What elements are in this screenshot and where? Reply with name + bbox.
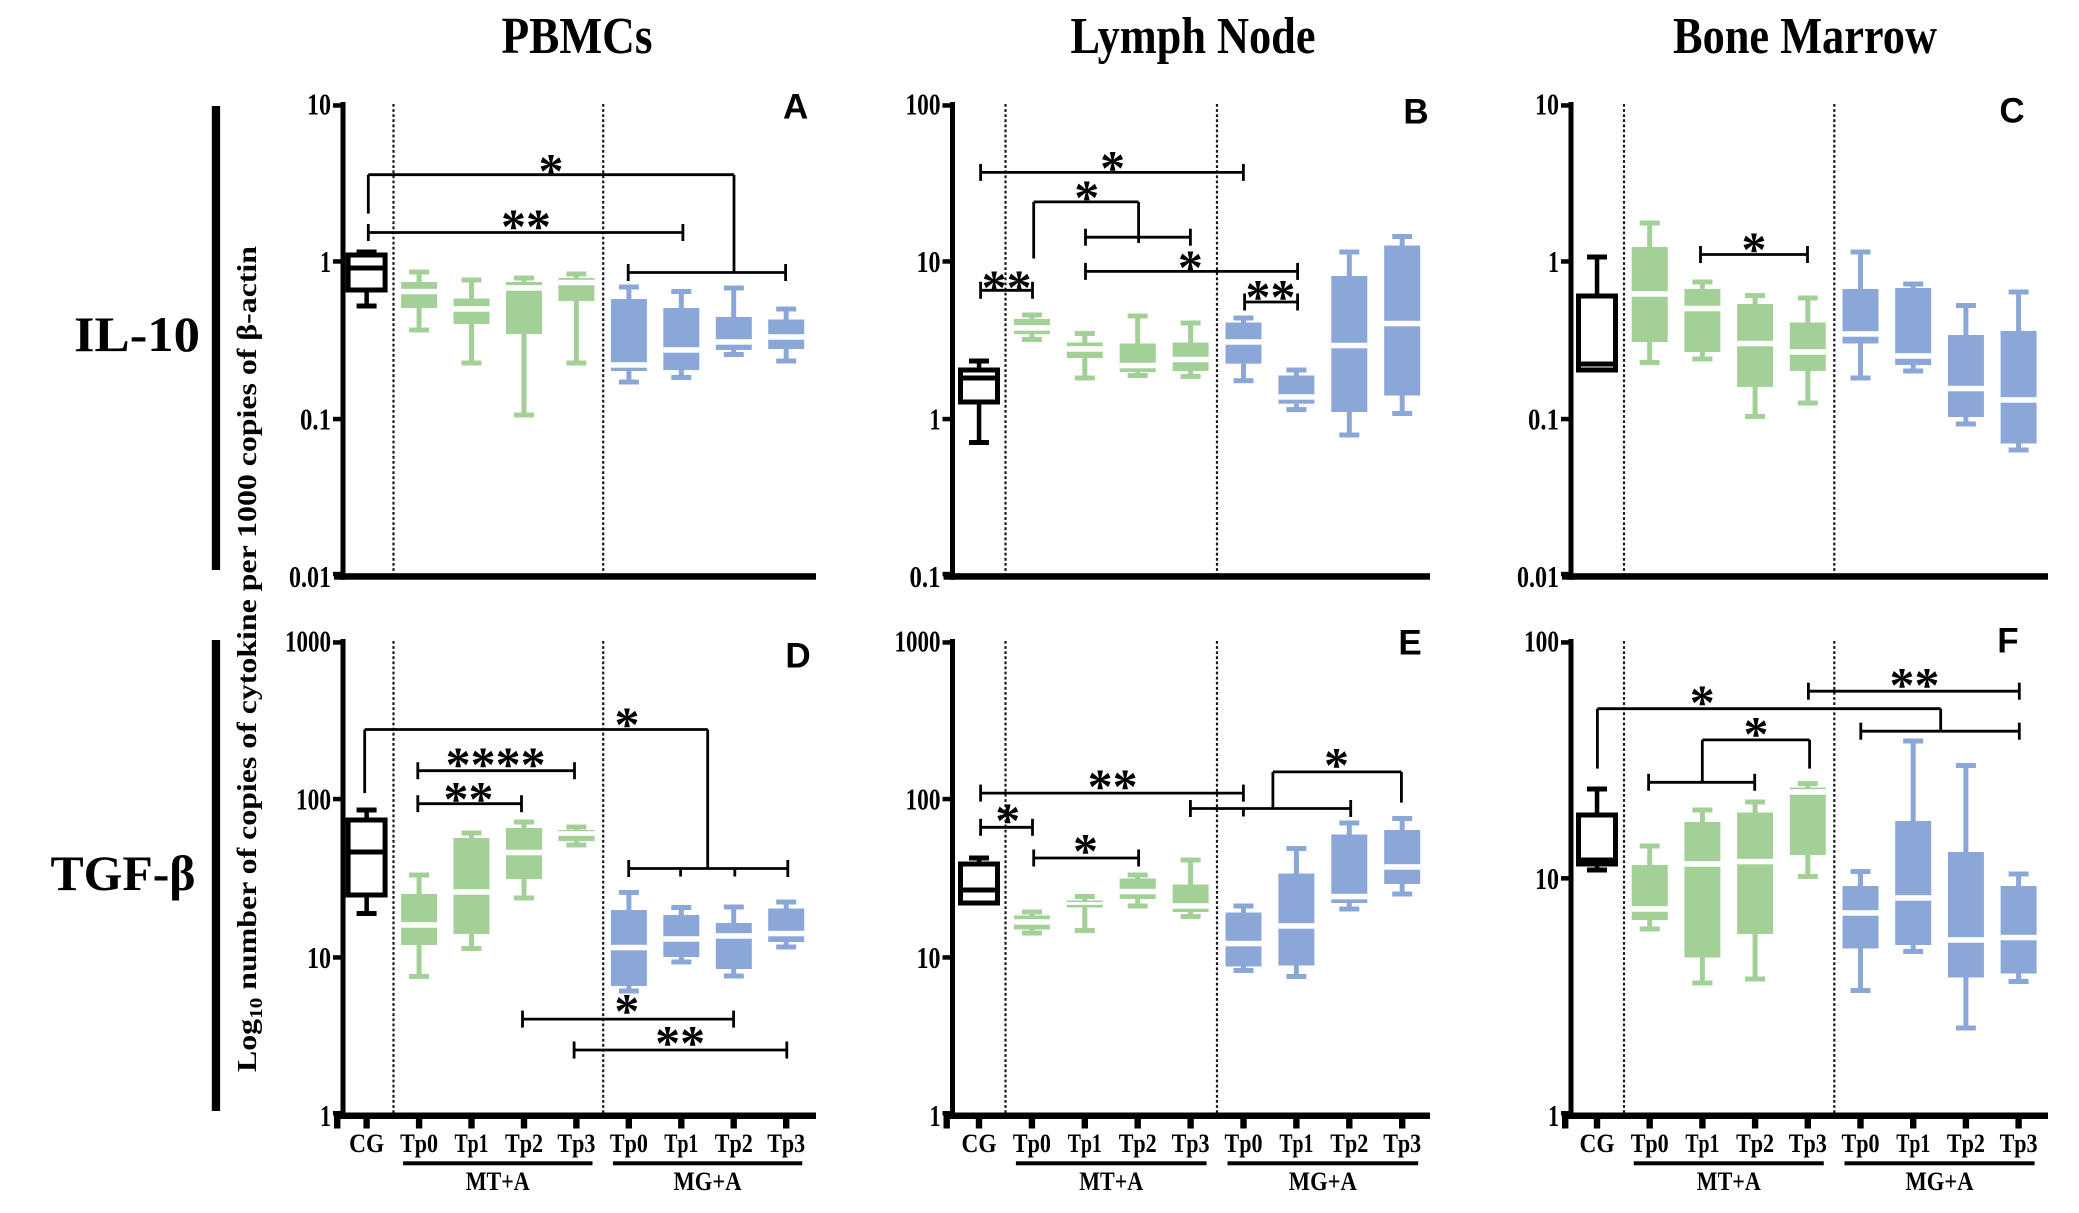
svg-text:**: ** [1890, 657, 1940, 713]
svg-text:Tp3: Tp3 [557, 1129, 595, 1158]
svg-text:*: * [995, 792, 1020, 848]
svg-text:F: F [1997, 622, 2018, 661]
svg-text:Tp1: Tp1 [1685, 1129, 1719, 1158]
svg-text:TGF-β: TGF-β [51, 845, 196, 901]
svg-text:A: A [783, 88, 808, 127]
svg-text:Tp2: Tp2 [715, 1129, 753, 1158]
svg-text:100: 100 [1524, 624, 1559, 659]
svg-text:Tp3: Tp3 [2000, 1129, 2038, 1158]
svg-text:*: * [1324, 737, 1349, 793]
svg-text:Tp3: Tp3 [767, 1129, 805, 1158]
svg-text:1: 1 [320, 244, 331, 279]
svg-text:Tp0: Tp0 [1631, 1129, 1669, 1158]
svg-text:0.1: 0.1 [910, 559, 941, 594]
svg-text:10: 10 [307, 87, 331, 122]
svg-text:Tp2: Tp2 [1736, 1129, 1774, 1158]
svg-text:1: 1 [1548, 1098, 1559, 1133]
svg-text:CG: CG [962, 1129, 997, 1158]
svg-text:CG: CG [349, 1129, 384, 1158]
svg-text:PBMCs: PBMCs [502, 8, 653, 65]
svg-text:*: * [1690, 674, 1715, 730]
svg-text:**: ** [501, 198, 551, 254]
svg-text:0.01: 0.01 [1517, 559, 1559, 594]
svg-text:*: * [614, 983, 639, 1039]
svg-text:*: * [1100, 140, 1125, 196]
svg-text:Tp0: Tp0 [1225, 1129, 1263, 1158]
svg-text:1: 1 [930, 402, 941, 437]
svg-text:100: 100 [906, 782, 941, 817]
svg-text:*: * [1744, 706, 1769, 762]
svg-text:Lymph Node: Lymph Node [1071, 8, 1316, 65]
svg-text:*: * [1073, 823, 1098, 879]
svg-text:Tp0: Tp0 [1013, 1129, 1051, 1158]
svg-text:Tp0: Tp0 [610, 1129, 648, 1158]
svg-text:**: ** [655, 1015, 705, 1071]
svg-text:10: 10 [917, 940, 941, 975]
svg-text:*: * [539, 143, 564, 199]
svg-text:Tp3: Tp3 [1172, 1129, 1210, 1158]
svg-text:MG+A: MG+A [1906, 1167, 1974, 1196]
svg-text:Tp2: Tp2 [505, 1129, 543, 1158]
svg-text:10: 10 [1535, 861, 1559, 896]
svg-text:****: **** [446, 736, 546, 792]
svg-text:MG+A: MG+A [1289, 1167, 1357, 1196]
svg-text:10: 10 [917, 244, 941, 279]
svg-text:B: B [1403, 93, 1428, 132]
svg-text:Tp2: Tp2 [1330, 1129, 1368, 1158]
svg-text:*: * [615, 696, 640, 752]
svg-text:Tp2: Tp2 [1119, 1129, 1157, 1158]
svg-text:*: * [1074, 169, 1099, 225]
svg-text:**: ** [444, 771, 494, 827]
svg-text:Tp1: Tp1 [1896, 1129, 1930, 1158]
svg-text:Tp1: Tp1 [455, 1129, 489, 1158]
svg-text:Tp1: Tp1 [1279, 1129, 1313, 1158]
svg-text:Tp3: Tp3 [1789, 1129, 1827, 1158]
svg-text:CG: CG [1580, 1129, 1615, 1158]
svg-text:Bone Marrow: Bone Marrow [1673, 8, 1937, 65]
svg-text:Tp1: Tp1 [1068, 1129, 1102, 1158]
svg-text:MT+A: MT+A [466, 1167, 530, 1196]
svg-text:MT+A: MT+A [1697, 1167, 1761, 1196]
svg-text:100: 100 [906, 87, 941, 122]
svg-text:C: C [1999, 92, 2024, 131]
svg-text:MG+A: MG+A [674, 1167, 742, 1196]
svg-text:Tp0: Tp0 [1842, 1129, 1880, 1158]
svg-text:*: * [1178, 239, 1203, 295]
svg-text:Tp2: Tp2 [1947, 1129, 1985, 1158]
svg-text:1000: 1000 [285, 624, 331, 659]
svg-text:Tp3: Tp3 [1383, 1129, 1421, 1158]
svg-text:1: 1 [930, 1098, 941, 1133]
svg-text:*: * [1742, 221, 1767, 277]
svg-text:MT+A: MT+A [1079, 1167, 1143, 1196]
svg-text:**: ** [1088, 758, 1138, 814]
svg-text:**: ** [1246, 269, 1296, 325]
svg-text:1000: 1000 [895, 624, 941, 659]
svg-text:Tp0: Tp0 [400, 1129, 438, 1158]
svg-text:Tp1: Tp1 [664, 1129, 698, 1158]
svg-text:0.1: 0.1 [1528, 402, 1559, 437]
svg-text:IL-10: IL-10 [74, 306, 200, 362]
svg-text:10: 10 [1535, 87, 1559, 122]
svg-text:Log10 number of copies of cyto: Log10 number of copies of cytokine per 1… [232, 246, 266, 1072]
svg-text:1: 1 [320, 1098, 331, 1133]
svg-text:0.01: 0.01 [289, 559, 331, 594]
svg-text:10: 10 [307, 940, 331, 975]
svg-text:E: E [1398, 624, 1421, 663]
svg-text:0.1: 0.1 [300, 402, 331, 437]
svg-text:D: D [785, 637, 810, 676]
svg-text:1: 1 [1548, 244, 1559, 279]
svg-text:**: ** [982, 259, 1032, 315]
svg-text:100: 100 [296, 782, 331, 817]
